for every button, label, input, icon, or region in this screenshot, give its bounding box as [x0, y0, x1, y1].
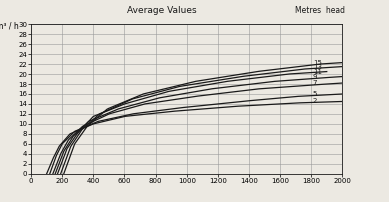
Text: 11: 11	[313, 68, 322, 75]
Text: 13: 13	[313, 64, 322, 70]
Text: 2: 2	[313, 98, 317, 104]
Y-axis label: m³ / h: m³ / h	[0, 21, 19, 30]
Text: Metres  head: Metres head	[295, 6, 345, 15]
Text: Average Values: Average Values	[127, 6, 196, 15]
Text: 5: 5	[313, 91, 317, 97]
Text: 7: 7	[313, 80, 317, 86]
Text: 9: 9	[313, 74, 317, 80]
Text: 15: 15	[313, 60, 322, 66]
